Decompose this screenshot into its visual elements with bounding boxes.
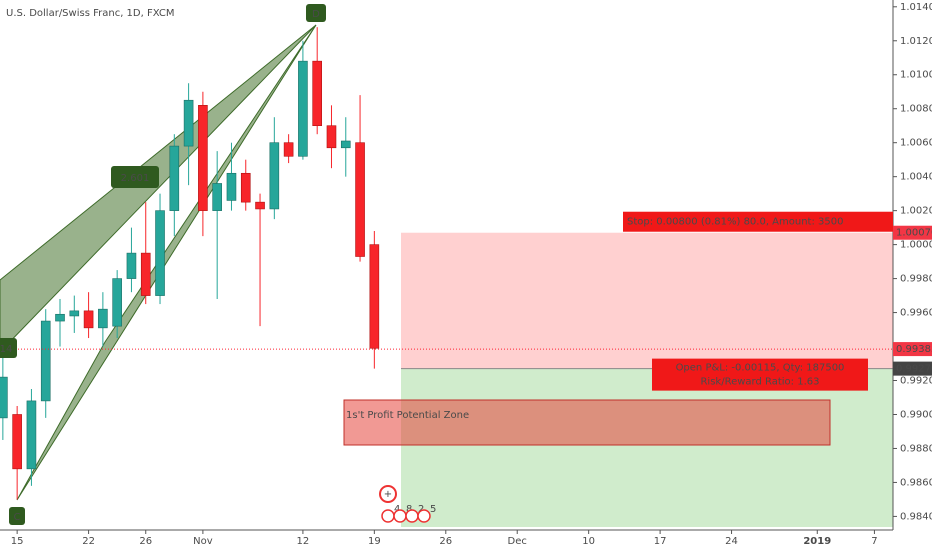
- candle-body: [183, 99, 194, 147]
- stop-text: Stop: 0.00800 (0.81%) 80.0, Amount: 3500: [627, 217, 843, 228]
- y-tick-label: 1.00600: [900, 138, 932, 149]
- pnl-box: [652, 358, 868, 391]
- x-tick-label: 12: [297, 536, 310, 547]
- candle-body: [312, 60, 322, 127]
- pattern-point-box: [306, 4, 326, 22]
- y-tick-label: 1.01000: [900, 70, 932, 81]
- candle-body: [269, 142, 280, 210]
- y-tick-label: 1.01400: [900, 2, 932, 13]
- y-tick-label: 1.00200: [900, 206, 932, 217]
- profit-zone-label: 1s't Profit Potential Zone: [346, 410, 469, 421]
- candle-body: [126, 252, 137, 279]
- event-count: 4: [394, 504, 400, 515]
- price-tag: [893, 361, 932, 376]
- pattern-point-label: 14: [0, 344, 12, 355]
- y-tick-label: 1.00400: [900, 172, 932, 183]
- pattern-triangle: [0, 24, 317, 353]
- event-icon-plus: +: [384, 489, 392, 500]
- candle-body: [40, 320, 51, 402]
- candle-body: [26, 400, 37, 470]
- event-count: 2: [418, 504, 424, 515]
- event-count: 8: [406, 504, 412, 515]
- candle-body: [98, 308, 108, 329]
- y-tick-label: 1.00800: [900, 104, 932, 115]
- event-icon: [379, 485, 397, 503]
- x-tick-label: 22: [82, 536, 95, 547]
- candle-body: [212, 183, 222, 211]
- candle-body: [112, 278, 122, 327]
- candle-body: [12, 414, 22, 470]
- candle-body: [69, 310, 80, 317]
- x-tick-label: 2019: [803, 536, 831, 547]
- y-tick-label: 0.98400: [900, 511, 932, 522]
- candle-body: [140, 252, 151, 296]
- x-tick-label: 15: [11, 536, 24, 547]
- candle-body: [226, 172, 237, 201]
- candle-body: [369, 244, 380, 349]
- candle-body: [326, 125, 337, 149]
- candle-body: [283, 142, 294, 157]
- price-tag-label: 0.99270: [896, 364, 932, 375]
- x-tick-label: 7: [871, 536, 877, 547]
- candle-body: [355, 142, 365, 257]
- candle-body: [255, 201, 265, 210]
- event-icon: [393, 509, 407, 523]
- pattern-triangle: [16, 24, 317, 501]
- price-tag: [893, 342, 932, 357]
- candle-body: [55, 313, 65, 322]
- candle-body: [155, 210, 165, 296]
- candle-body: [83, 310, 94, 329]
- ratio-text: Risk/Reward Ratio: 1.63: [700, 377, 819, 388]
- x-tick-label: Nov: [193, 536, 213, 547]
- x-tick-label: Dec: [508, 536, 527, 547]
- event-icon: [405, 509, 419, 523]
- pattern-point-box: [9, 507, 25, 525]
- pattern-point-label: C: [14, 512, 21, 523]
- x-tick-label: 24: [725, 536, 738, 547]
- harmonic-pattern: [0, 24, 317, 501]
- y-tick-label: 1.01200: [900, 36, 932, 47]
- chart-title: U.S. Dollar/Swiss Franc, 1D, FXCM: [6, 8, 174, 19]
- pattern-point-label: D: [312, 9, 320, 20]
- price-tag-label: 0.99385: [896, 344, 932, 355]
- event-icon: [381, 509, 395, 523]
- target-zone: [401, 368, 893, 527]
- candle-body: [169, 145, 180, 211]
- x-tick-label: 17: [654, 536, 667, 547]
- price-tag: [893, 225, 932, 240]
- candle-body: [340, 140, 351, 149]
- stop-zone: [401, 232, 893, 369]
- x-tick-label: 26: [139, 536, 152, 547]
- pattern-point-label: 2.601: [121, 173, 150, 184]
- pnl-text: Open P&L: -0.00115, Qty: 187500: [676, 363, 845, 374]
- candle-body: [198, 105, 208, 211]
- candle-body: [298, 60, 308, 157]
- pattern-point-box: [0, 338, 17, 358]
- profit-zone: [343, 399, 831, 446]
- x-tick-label: 26: [439, 536, 452, 547]
- stop-box: [623, 211, 893, 232]
- candle-body: [0, 376, 8, 419]
- x-tick-label: 19: [368, 536, 381, 547]
- event-count: 5: [430, 504, 436, 515]
- candle-body: [240, 172, 251, 203]
- event-icon: [417, 509, 431, 523]
- x-tick-label: 10: [582, 536, 595, 547]
- pattern-point-box: [111, 166, 159, 188]
